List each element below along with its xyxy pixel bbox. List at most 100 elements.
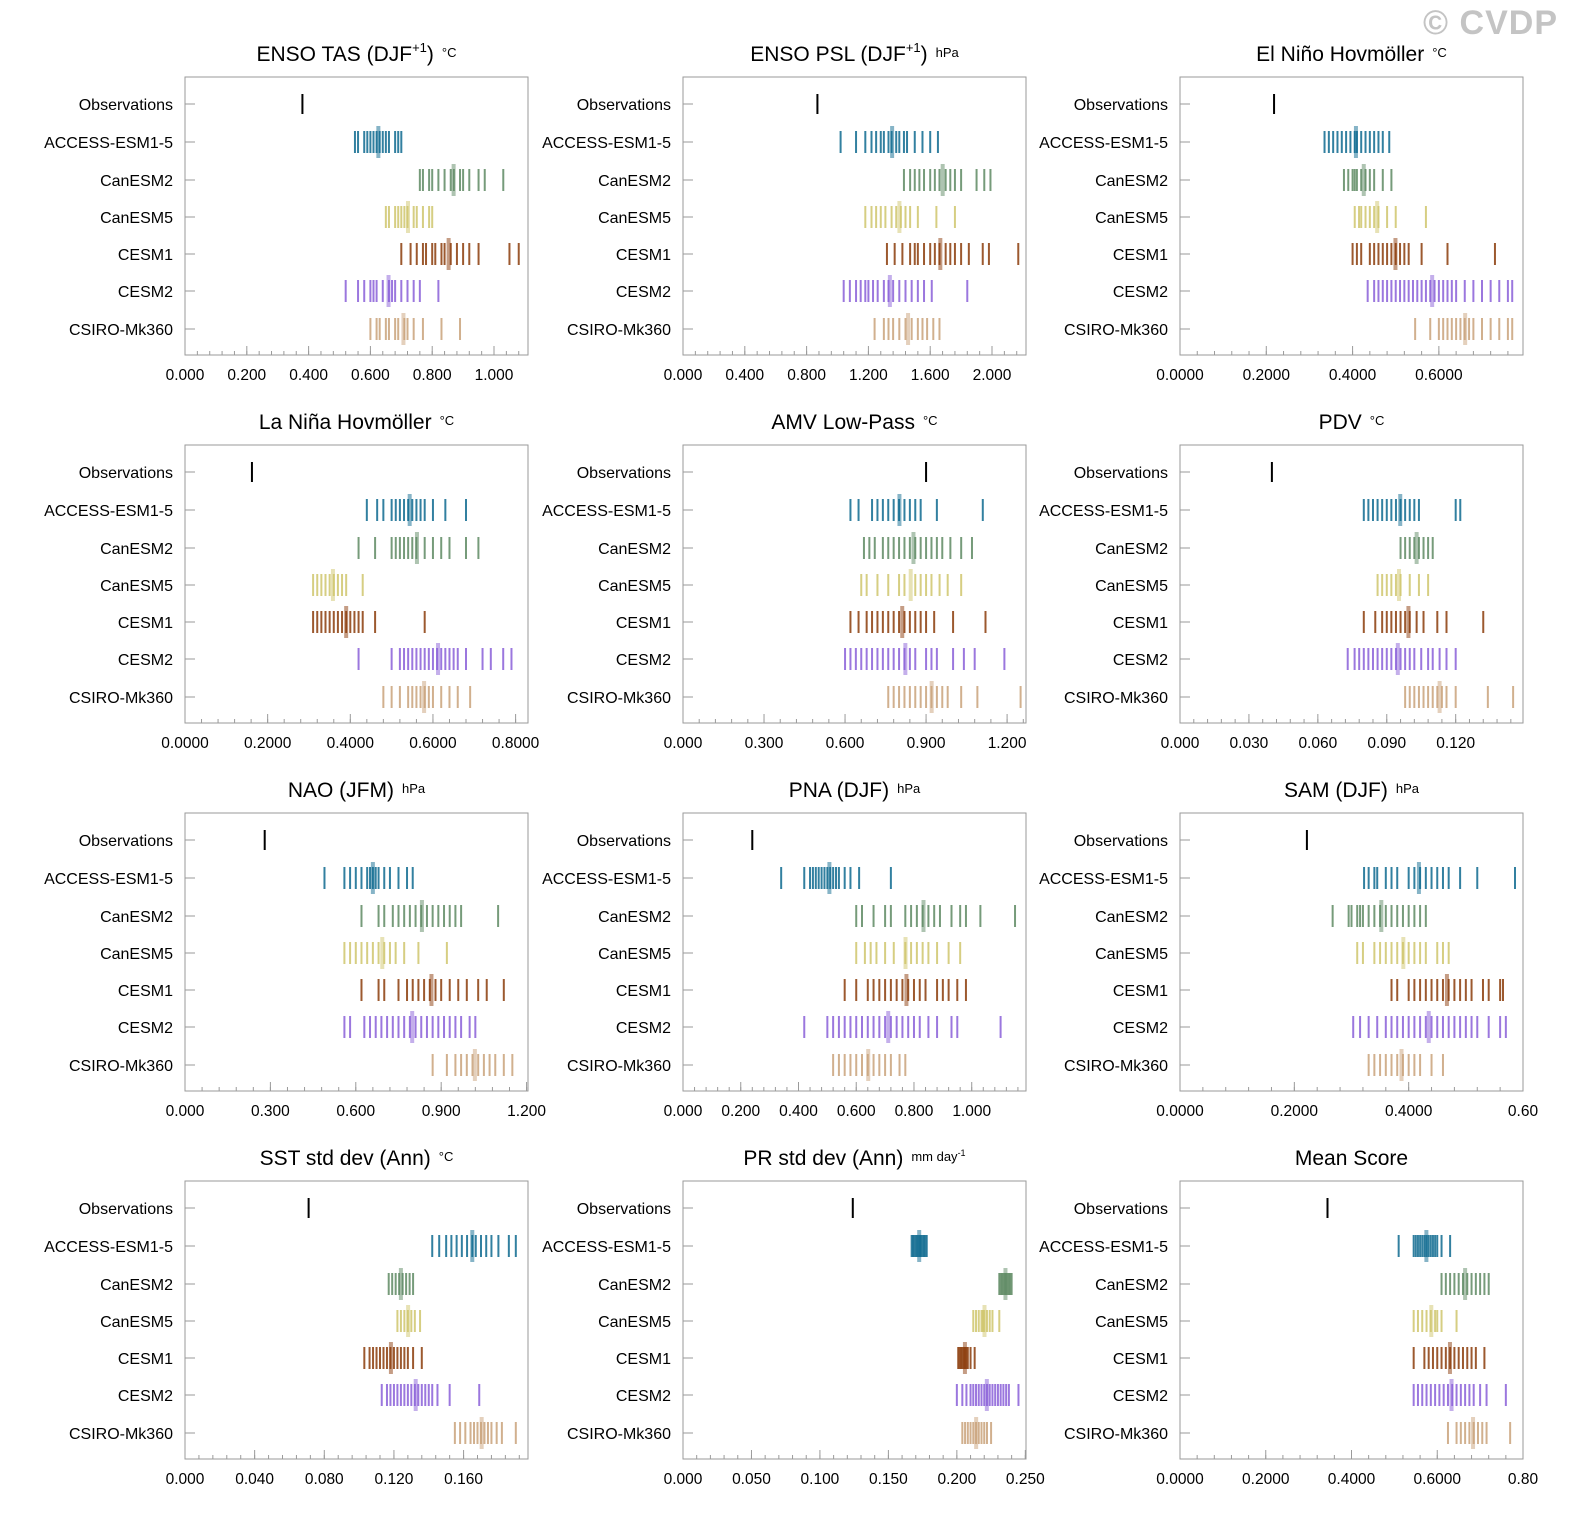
panel-10: SST std dev (Ann) °C Observations ACCESS-ES… bbox=[44, 1147, 529, 1488]
panel-title: PR std dev (Ann) mm day-1 bbox=[743, 1147, 965, 1170]
row-label: CESM1 bbox=[616, 247, 671, 264]
row-label: CSIRO-Mk360 bbox=[1064, 690, 1168, 707]
x-tick-label: 1.200 bbox=[849, 367, 888, 384]
x-tick-label: 0.200 bbox=[937, 1471, 976, 1488]
row-label: CSIRO-Mk360 bbox=[69, 322, 173, 339]
x-tick-label: 0.200 bbox=[227, 367, 266, 384]
row-label: CanESM5 bbox=[1095, 210, 1168, 227]
x-tick-label: 0.030 bbox=[1230, 735, 1269, 752]
plot-frame bbox=[1179, 812, 1524, 1092]
panel-9: SAM (DJF) hPa Observations ACCESS-ESM1-5 Can… bbox=[1039, 779, 1538, 1120]
x-tick-label: 0.4000 bbox=[1385, 1103, 1433, 1120]
x-tick-label: 0.2000 bbox=[1243, 367, 1291, 384]
plot-frame bbox=[1179, 444, 1524, 724]
x-tick-label: 0.000 bbox=[664, 1471, 703, 1488]
x-tick-label: 0.60 bbox=[1508, 1103, 1539, 1120]
panel-title: Mean Score bbox=[1295, 1147, 1408, 1170]
row-label: CSIRO-Mk360 bbox=[69, 690, 173, 707]
panel-title: ENSO PSL (DJF+1) hPa bbox=[750, 40, 959, 66]
x-tick-label: 0.900 bbox=[907, 735, 946, 752]
x-tick-label: 0.120 bbox=[1436, 735, 1475, 752]
plot-frame bbox=[184, 444, 529, 724]
panel-title: NAO (JFM) hPa bbox=[288, 779, 426, 802]
row-label: ACCESS-ESM1-5 bbox=[542, 871, 671, 888]
row-label: CESM2 bbox=[1113, 652, 1168, 669]
row-label: CanESM2 bbox=[598, 541, 671, 558]
row-label: CanESM5 bbox=[100, 210, 173, 227]
row-label: CESM1 bbox=[1113, 247, 1168, 264]
row-label: ACCESS-ESM1-5 bbox=[44, 871, 173, 888]
x-tick-label: 0.090 bbox=[1367, 735, 1406, 752]
row-label: ACCESS-ESM1-5 bbox=[44, 135, 173, 152]
x-tick-label: 0.8000 bbox=[492, 735, 540, 752]
row-label: Observations bbox=[577, 833, 671, 850]
row-label: CanESM2 bbox=[1095, 909, 1168, 926]
x-tick-label: 0.4000 bbox=[327, 735, 375, 752]
row-label: ACCESS-ESM1-5 bbox=[542, 135, 671, 152]
x-tick-label: 0.060 bbox=[1298, 735, 1337, 752]
x-tick-label: 0.80 bbox=[1508, 1471, 1539, 1488]
panel-title: PDV °C bbox=[1319, 411, 1385, 434]
x-tick-label: 0.6000 bbox=[409, 735, 457, 752]
x-tick-label: 0.2000 bbox=[244, 735, 292, 752]
row-label: CSIRO-Mk360 bbox=[1064, 322, 1168, 339]
x-tick-label: 1.000 bbox=[475, 367, 514, 384]
x-tick-label: 0.120 bbox=[375, 1471, 414, 1488]
x-tick-label: 0.000 bbox=[664, 735, 703, 752]
x-tick-label: 0.080 bbox=[305, 1471, 344, 1488]
x-tick-label: 0.4000 bbox=[1328, 1471, 1376, 1488]
row-label: CESM2 bbox=[616, 652, 671, 669]
x-tick-label: 0.050 bbox=[732, 1471, 771, 1488]
row-label: Observations bbox=[79, 1201, 173, 1218]
row-label: CanESM2 bbox=[598, 909, 671, 926]
x-tick-label: 0.040 bbox=[235, 1471, 274, 1488]
row-label: CanESM2 bbox=[100, 173, 173, 190]
row-label: CanESM2 bbox=[1095, 541, 1168, 558]
row-label: Observations bbox=[79, 833, 173, 850]
row-label: CESM2 bbox=[118, 284, 173, 301]
x-tick-label: 1.000 bbox=[952, 1103, 991, 1120]
row-label: CanESM5 bbox=[100, 578, 173, 595]
panel-title: AMV Low-Pass °C bbox=[771, 411, 937, 434]
row-label: CESM2 bbox=[118, 1020, 173, 1037]
row-label: Observations bbox=[577, 97, 671, 114]
x-tick-label: 0.000 bbox=[664, 1103, 703, 1120]
row-label: CESM1 bbox=[1113, 983, 1168, 1000]
row-label: CESM1 bbox=[616, 983, 671, 1000]
panel-8: PNA (DJF) hPa Observations ACCESS-ESM1-5 Can… bbox=[542, 779, 1027, 1120]
row-label: ACCESS-ESM1-5 bbox=[542, 503, 671, 520]
x-tick-label: 0.600 bbox=[336, 1103, 375, 1120]
row-label: ACCESS-ESM1-5 bbox=[1039, 871, 1168, 888]
row-label: Observations bbox=[1074, 97, 1168, 114]
x-tick-label: 0.100 bbox=[801, 1471, 840, 1488]
panel-title: PNA (DJF) hPa bbox=[789, 779, 921, 802]
x-tick-label: 0.300 bbox=[745, 735, 784, 752]
panel-1: ENSO TAS (DJF+1) °C Observations ACCESS-ESM… bbox=[44, 40, 529, 384]
plot-frame bbox=[184, 812, 529, 1092]
row-label: CanESM2 bbox=[1095, 1277, 1168, 1294]
x-tick-label: 2.000 bbox=[973, 367, 1012, 384]
panel-12: Mean Score Observations ACCESS-ESM1-5 CanES… bbox=[1039, 1147, 1538, 1488]
row-label: Observations bbox=[1074, 1201, 1168, 1218]
row-label: CanESM5 bbox=[100, 1314, 173, 1331]
x-tick-label: 0.6000 bbox=[1414, 1471, 1462, 1488]
x-tick-label: 0.0000 bbox=[1156, 1103, 1204, 1120]
row-label: CanESM2 bbox=[100, 909, 173, 926]
x-tick-label: 0.6000 bbox=[1415, 367, 1463, 384]
row-label: CSIRO-Mk360 bbox=[1064, 1058, 1168, 1075]
panel-7: NAO (JFM) hPa Observations ACCESS-ESM1-5 Can… bbox=[44, 779, 546, 1120]
row-label: CESM2 bbox=[616, 284, 671, 301]
x-tick-label: 0.400 bbox=[779, 1103, 818, 1120]
plot-frame bbox=[682, 1180, 1027, 1460]
x-tick-label: 0.000 bbox=[166, 1471, 205, 1488]
row-label: CanESM5 bbox=[598, 946, 671, 963]
row-label: CESM1 bbox=[616, 1351, 671, 1368]
x-tick-label: 0.300 bbox=[251, 1103, 290, 1120]
row-label: ACCESS-ESM1-5 bbox=[1039, 135, 1168, 152]
row-label: CESM2 bbox=[118, 1388, 173, 1405]
row-label: CESM2 bbox=[616, 1388, 671, 1405]
x-tick-label: 0.600 bbox=[826, 735, 865, 752]
panel-4: La Niña Hovmöller °C Observations ACCESS-ES… bbox=[44, 411, 540, 752]
row-label: Observations bbox=[1074, 465, 1168, 482]
